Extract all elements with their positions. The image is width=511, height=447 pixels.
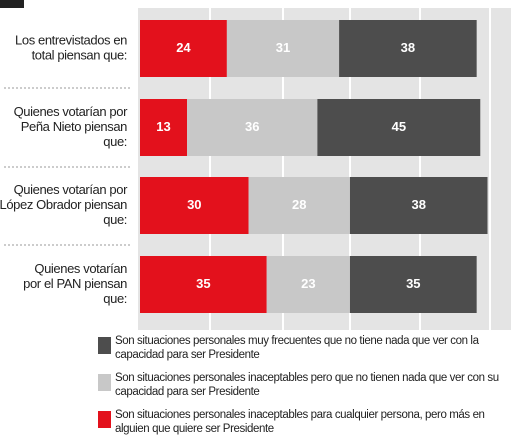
category-label: total piensan que: — [32, 47, 127, 62]
legend-item: Son situaciones personales inaceptables … — [98, 408, 510, 445]
category-label: Peña Nieto piensan — [21, 119, 127, 134]
bar-segment — [140, 99, 188, 156]
bar-segment — [349, 256, 477, 313]
bar-segment — [140, 20, 227, 77]
legend-label: Son situaciones personales inaceptables … — [115, 409, 485, 435]
category-label: Quienes votarían por — [14, 182, 128, 197]
category-label: Los entrevistados en — [15, 32, 127, 47]
category-label: por el PAN piensan — [23, 276, 127, 291]
value-label: 23 — [301, 276, 315, 291]
category-label: Quienes votarían por — [14, 104, 128, 119]
value-label: 38 — [401, 40, 415, 55]
value-label: 24 — [176, 40, 191, 55]
bar-segment — [140, 177, 249, 234]
value-label: 30 — [187, 197, 201, 212]
bar-segment — [317, 99, 481, 156]
category-label: que: — [103, 212, 127, 227]
legend-swatch — [98, 411, 111, 428]
value-label: 38 — [412, 197, 426, 212]
value-label: 31 — [276, 40, 290, 55]
category-label: Quienes votarían — [34, 261, 127, 276]
legend: Son situaciones personales muy frecuente… — [98, 334, 510, 445]
corner-mark — [0, 0, 24, 8]
bar-segment — [187, 99, 318, 156]
bar-segment — [349, 177, 488, 234]
category-label: que: — [103, 134, 127, 149]
legend-swatch — [98, 337, 111, 354]
value-label: 36 — [245, 119, 259, 134]
category-label: que: — [103, 291, 127, 306]
value-label: 35 — [196, 276, 210, 291]
legend-label: Son situaciones personales muy frecuente… — [115, 335, 479, 361]
bar-segment — [226, 20, 340, 77]
bar-segment — [266, 256, 350, 313]
bar-segment — [140, 256, 267, 313]
category-label: López Obrador piensan — [0, 197, 127, 212]
legend-item: Son situaciones personales inaceptables … — [98, 371, 510, 408]
value-label: 28 — [292, 197, 306, 212]
value-label: 45 — [392, 119, 406, 134]
legend-item: Son situaciones personales muy frecuente… — [98, 334, 510, 371]
bar-segment — [248, 177, 350, 234]
value-label: 35 — [406, 276, 420, 291]
legend-label: Son situaciones personales inaceptables … — [115, 372, 499, 398]
value-label: 13 — [156, 119, 170, 134]
bar-segment — [339, 20, 477, 77]
legend-swatch — [98, 374, 111, 391]
